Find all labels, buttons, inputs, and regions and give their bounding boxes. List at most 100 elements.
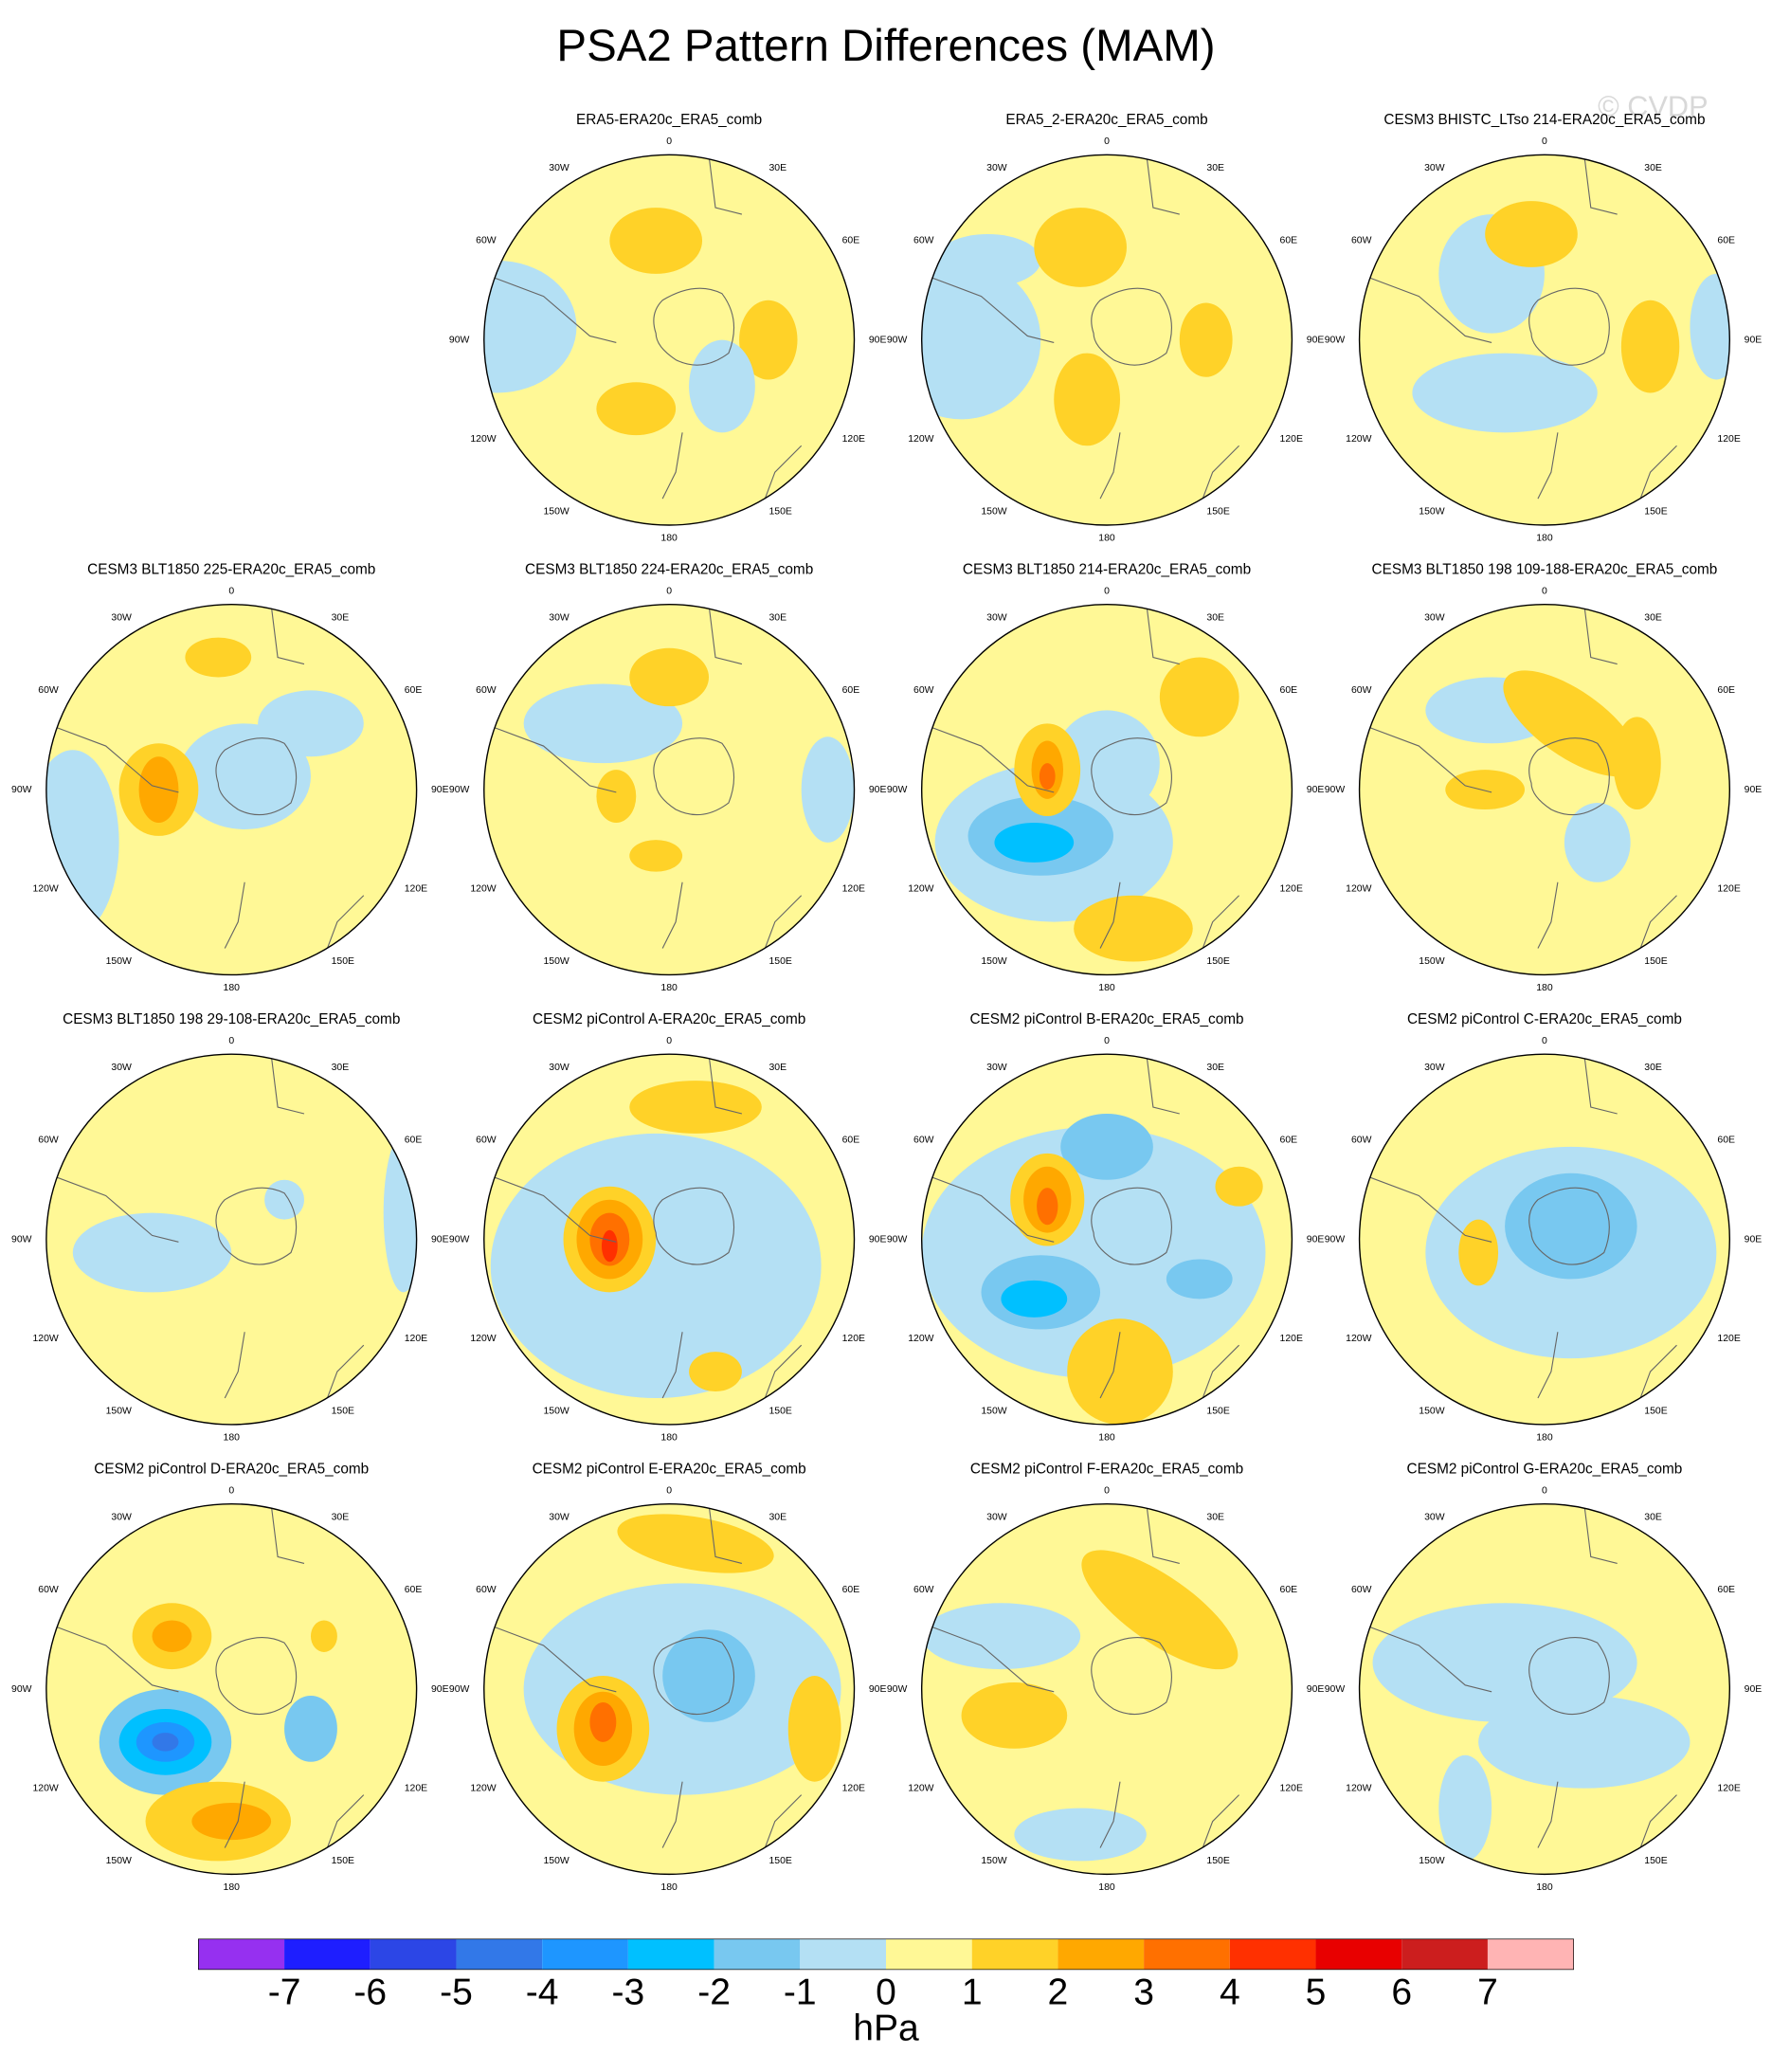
anomaly-contour (1505, 1172, 1637, 1280)
anomaly-contour (185, 637, 252, 678)
colorbar-tick-label: -5 (440, 1972, 473, 2013)
longitude-label: 90W (11, 1684, 32, 1695)
longitude-label: 120E (1717, 1334, 1740, 1344)
anomaly-contour (138, 756, 179, 823)
longitude-label: 60E (1280, 1136, 1298, 1146)
longitude-label: 60E (1280, 1585, 1298, 1595)
longitude-label: 120W (908, 1783, 933, 1793)
longitude-label: 60W (476, 1136, 497, 1146)
longitude-label: 60W (913, 685, 934, 696)
longitude-label: 150W (106, 1407, 132, 1417)
longitude-label: 150E (1206, 1856, 1229, 1866)
longitude-label: 60W (38, 1136, 59, 1146)
longitude-label: 150E (1206, 507, 1229, 518)
longitude-label: 180 (1536, 534, 1553, 544)
coastline (1528, 1637, 1610, 1716)
longitude-label: 0 (1104, 1036, 1110, 1046)
longitude-label: 120W (908, 884, 933, 895)
coastline (490, 1625, 617, 1693)
longitude-label: 0 (1104, 136, 1110, 147)
longitude-label: 150W (1419, 507, 1444, 518)
anomaly-contour (1445, 770, 1526, 810)
panel-title: CESM3 BLT1850 224-ERA20c_ERA5_comb (525, 562, 813, 578)
colorbar-box (1487, 1938, 1574, 1970)
longitude-label: 60E (842, 685, 860, 696)
colorbar-tick-label: -4 (526, 1972, 559, 2013)
map-border (483, 604, 856, 976)
longitude-label: 150W (106, 1856, 132, 1866)
map-background (1359, 604, 1730, 975)
longitude-label: 60E (405, 1585, 423, 1595)
longitude-label: 0 (666, 1485, 672, 1496)
map-panel (1359, 1503, 1730, 1875)
longitude-label: 90W (449, 335, 470, 345)
longitude-label: 60E (842, 236, 860, 246)
anomaly-contour (921, 260, 1041, 420)
colorbar-tick-label: 2 (1048, 1972, 1069, 2013)
longitude-label: 30E (769, 613, 787, 624)
longitude-label: 120E (1280, 884, 1303, 895)
longitude-label: 150W (106, 956, 132, 967)
longitude-label: 0 (228, 1036, 234, 1046)
anomaly-contour (617, 1514, 774, 1573)
longitude-label: 0 (1104, 1485, 1110, 1496)
colorbar-tick-label: 7 (1477, 1972, 1498, 2013)
map-border (483, 1502, 856, 1876)
map-panel (483, 1503, 855, 1875)
longitude-label: 30E (769, 1513, 787, 1523)
longitude-label: 30W (111, 613, 132, 624)
longitude-label: 90E (431, 1684, 449, 1695)
panel-title: CESM2 piControl C-ERA20c_ERA5_comb (1407, 1011, 1682, 1027)
longitude-label: 30E (1206, 613, 1224, 624)
longitude-label: 150W (981, 507, 1006, 518)
colorbar-tick-label: -6 (353, 1972, 387, 2013)
colorbar-box (198, 1938, 285, 1970)
anomaly-contour (739, 300, 798, 380)
colorbar-box (1058, 1938, 1145, 1970)
longitude-label: 150E (769, 1407, 792, 1417)
panel-title: CESM2 piControl A-ERA20c_ERA5_comb (533, 1011, 805, 1027)
longitude-label: 150W (1419, 1856, 1444, 1866)
colorbar-label: hPa (853, 2008, 919, 2048)
colorbar-frame (198, 1938, 1574, 1971)
longitude-label: 60W (476, 1585, 497, 1595)
longitude-label: 90E (869, 335, 887, 345)
anomaly-contour (934, 233, 1041, 287)
longitude-label: 90E (1307, 1234, 1325, 1245)
watermark: © CVDP (1598, 90, 1708, 123)
longitude-label: 120W (908, 434, 933, 445)
longitude-label: 120W (470, 434, 496, 445)
longitude-label: 30W (986, 1063, 1007, 1073)
longitude-label: 120E (1717, 1783, 1740, 1793)
panel-title: CESM3 BLT1850 198 29-108-ERA20c_ERA5_com… (63, 1011, 400, 1027)
longitude-label: 90W (1325, 335, 1346, 345)
anomaly-contour (45, 750, 119, 936)
longitude-label: 120E (405, 884, 427, 895)
colorbar-box (1401, 1938, 1488, 1970)
colorbar-box (886, 1938, 972, 1970)
anomaly-contour (1485, 201, 1578, 267)
longitude-label: 90E (1307, 1684, 1325, 1695)
anomaly-contour (1060, 1113, 1153, 1180)
map-panel (45, 1503, 417, 1875)
longitude-label: 30E (1644, 163, 1662, 173)
coastline (490, 1175, 617, 1243)
longitude-label: 90W (449, 785, 470, 795)
longitude-label: 60E (842, 1136, 860, 1146)
longitude-label: 180 (660, 983, 678, 993)
longitude-label: 150W (981, 1407, 1006, 1417)
longitude-label: 180 (660, 1882, 678, 1893)
longitude-label: 120E (1280, 1783, 1303, 1793)
colorbar-box (1315, 1938, 1402, 1970)
longitude-label: 150W (1419, 956, 1444, 967)
longitude-label: 30E (332, 1063, 350, 1073)
longitude-label: 30W (986, 1513, 1007, 1523)
longitude-label: 180 (660, 534, 678, 544)
longitude-label: 60W (38, 685, 59, 696)
colorbar-tick-label: 5 (1306, 1972, 1327, 2013)
longitude-label: 60W (1351, 685, 1372, 696)
coastline (928, 1175, 1055, 1243)
longitude-label: 30E (332, 1513, 350, 1523)
longitude-label: 120E (842, 1783, 865, 1793)
panel-title: ERA5-ERA20c_ERA5_comb (576, 112, 762, 128)
